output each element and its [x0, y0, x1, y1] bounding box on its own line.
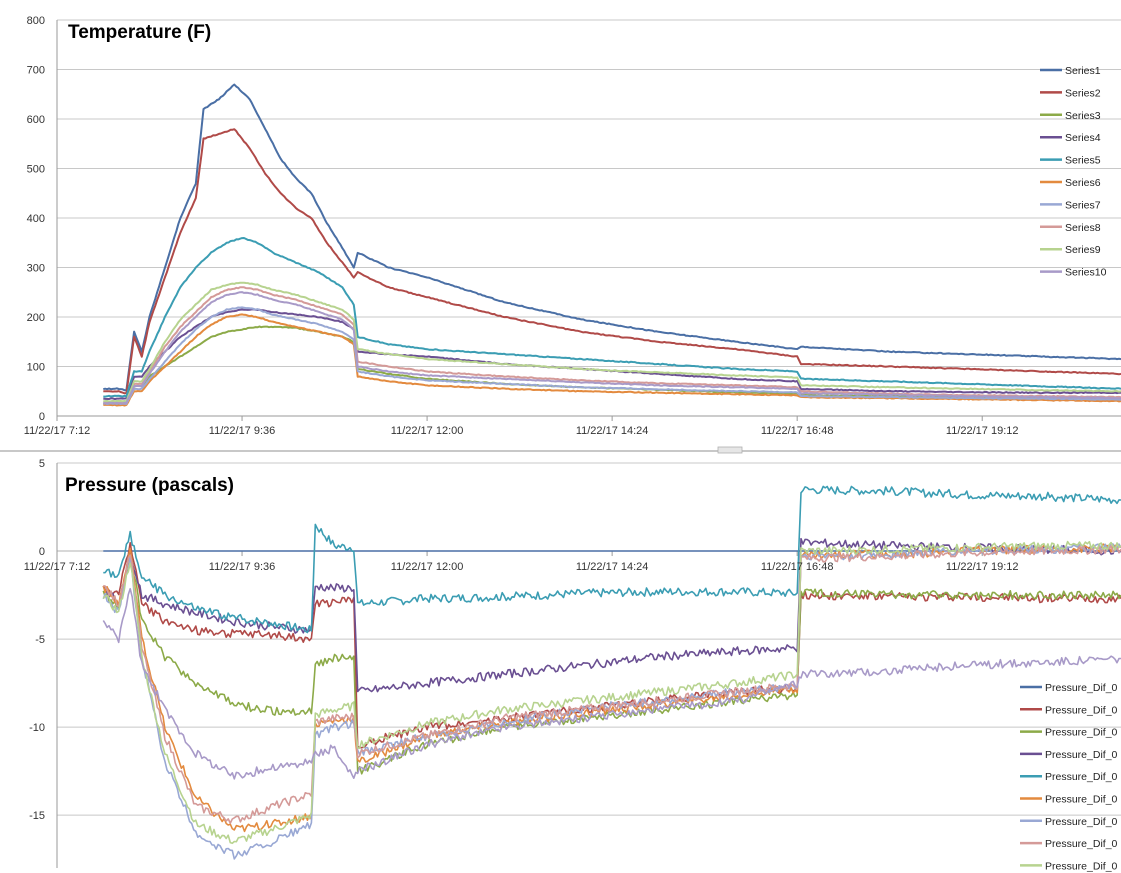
temp-y-tick-label: 700 — [27, 65, 45, 77]
pres-series-line-7 — [102, 542, 1121, 860]
pres-x-tick-label: 11/22/17 16:48 — [761, 561, 834, 573]
temp-x-tick-label: 11/22/17 19:12 — [946, 425, 1019, 437]
temp-y-tick-label: 800 — [27, 15, 45, 27]
temp-legend-label: Series10 — [1065, 267, 1107, 279]
pres-y-tick-label: 0 — [39, 546, 45, 558]
pres-legend-label: Pressure_Dif_0 — [1045, 704, 1118, 716]
pres-legend-label: Pressure_Dif_0 — [1045, 749, 1118, 761]
pres-x-tick-label: 11/22/17 9:36 — [209, 561, 275, 573]
temp-x-tick-label: 11/22/17 7:12 — [24, 425, 90, 437]
pres-y-tick-label: -10 — [29, 722, 45, 734]
pres-legend-label: Pressure_Dif_0 — [1045, 727, 1118, 739]
pres-y-tick-label: -5 — [35, 634, 45, 646]
temp-x-tick-label: 11/22/17 14:24 — [576, 425, 649, 437]
temp-chart-title: Temperature (F) — [68, 22, 211, 43]
pres-series-line-9 — [102, 540, 1121, 845]
pres-y-tick-label: -15 — [29, 810, 45, 822]
temp-legend-label: Series8 — [1065, 222, 1101, 234]
temp-x-tick-label: 11/22/17 16:48 — [761, 425, 834, 437]
splitter-handle[interactable] — [717, 446, 743, 454]
temp-y-tick-label: 300 — [27, 263, 45, 275]
pres-legend-label: Pressure_Dif_0 — [1045, 860, 1118, 872]
temp-legend-label: Series4 — [1065, 132, 1101, 144]
pres-legend-label: Pressure_Dif_0 — [1045, 682, 1118, 694]
pres-series-line-3 — [102, 549, 1121, 775]
temp-series-line-7 — [102, 306, 1121, 405]
pres-legend-label: Pressure_Dif_0 — [1045, 794, 1118, 806]
pres-x-tick-label: 11/22/17 7:12 — [24, 561, 90, 573]
temp-legend-label: Series6 — [1065, 177, 1101, 189]
temp-y-tick-label: 600 — [27, 114, 45, 126]
temp-x-tick-label: 11/22/17 9:36 — [209, 425, 275, 437]
pres-x-tick-label: 11/22/17 14:24 — [576, 561, 649, 573]
pres-series-line-10 — [102, 587, 1121, 780]
temp-y-tick-label: 100 — [27, 362, 45, 374]
temp-legend-label: Series3 — [1065, 110, 1101, 122]
pres-x-tick-label: 11/22/17 12:00 — [391, 561, 464, 573]
pres-series-line-5 — [103, 485, 1121, 634]
temp-x-tick-label: 11/22/17 12:00 — [391, 425, 464, 437]
temp-legend-label: Series9 — [1065, 244, 1101, 256]
temp-series-line-1 — [103, 83, 1121, 392]
pressure-panel — [0, 455, 1121, 873]
temp-series-line-8 — [103, 286, 1121, 404]
pres-legend-label: Pressure_Dif_0 — [1045, 838, 1118, 850]
temperature-panel — [0, 0, 1121, 450]
temp-y-tick-label: 500 — [27, 164, 45, 176]
temp-series-line-10 — [103, 291, 1121, 405]
temp-legend-label: Series5 — [1065, 155, 1101, 167]
pres-y-tick-label: 5 — [39, 458, 45, 470]
pres-legend-label: Pressure_Dif_0 — [1045, 816, 1118, 828]
temp-series-line-5 — [103, 237, 1121, 398]
pres-series-line-8 — [103, 545, 1121, 824]
temp-series-line-2 — [103, 128, 1121, 395]
temp-series-line-9 — [103, 281, 1121, 403]
temp-y-tick-label: 200 — [27, 312, 45, 324]
temp-legend-label: Series7 — [1065, 199, 1101, 211]
temp-legend-label: Series2 — [1065, 87, 1101, 99]
temp-y-tick-label: 400 — [27, 213, 45, 225]
pres-series-line-4 — [102, 537, 1121, 693]
temp-y-tick-label: 0 — [39, 411, 45, 423]
pres-chart-title: Pressure (pascals) — [65, 475, 234, 496]
temp-legend-label: Series1 — [1065, 65, 1101, 77]
pres-legend-label: Pressure_Dif_0 — [1045, 771, 1118, 783]
pres-x-tick-label: 11/22/17 19:12 — [946, 561, 1019, 573]
